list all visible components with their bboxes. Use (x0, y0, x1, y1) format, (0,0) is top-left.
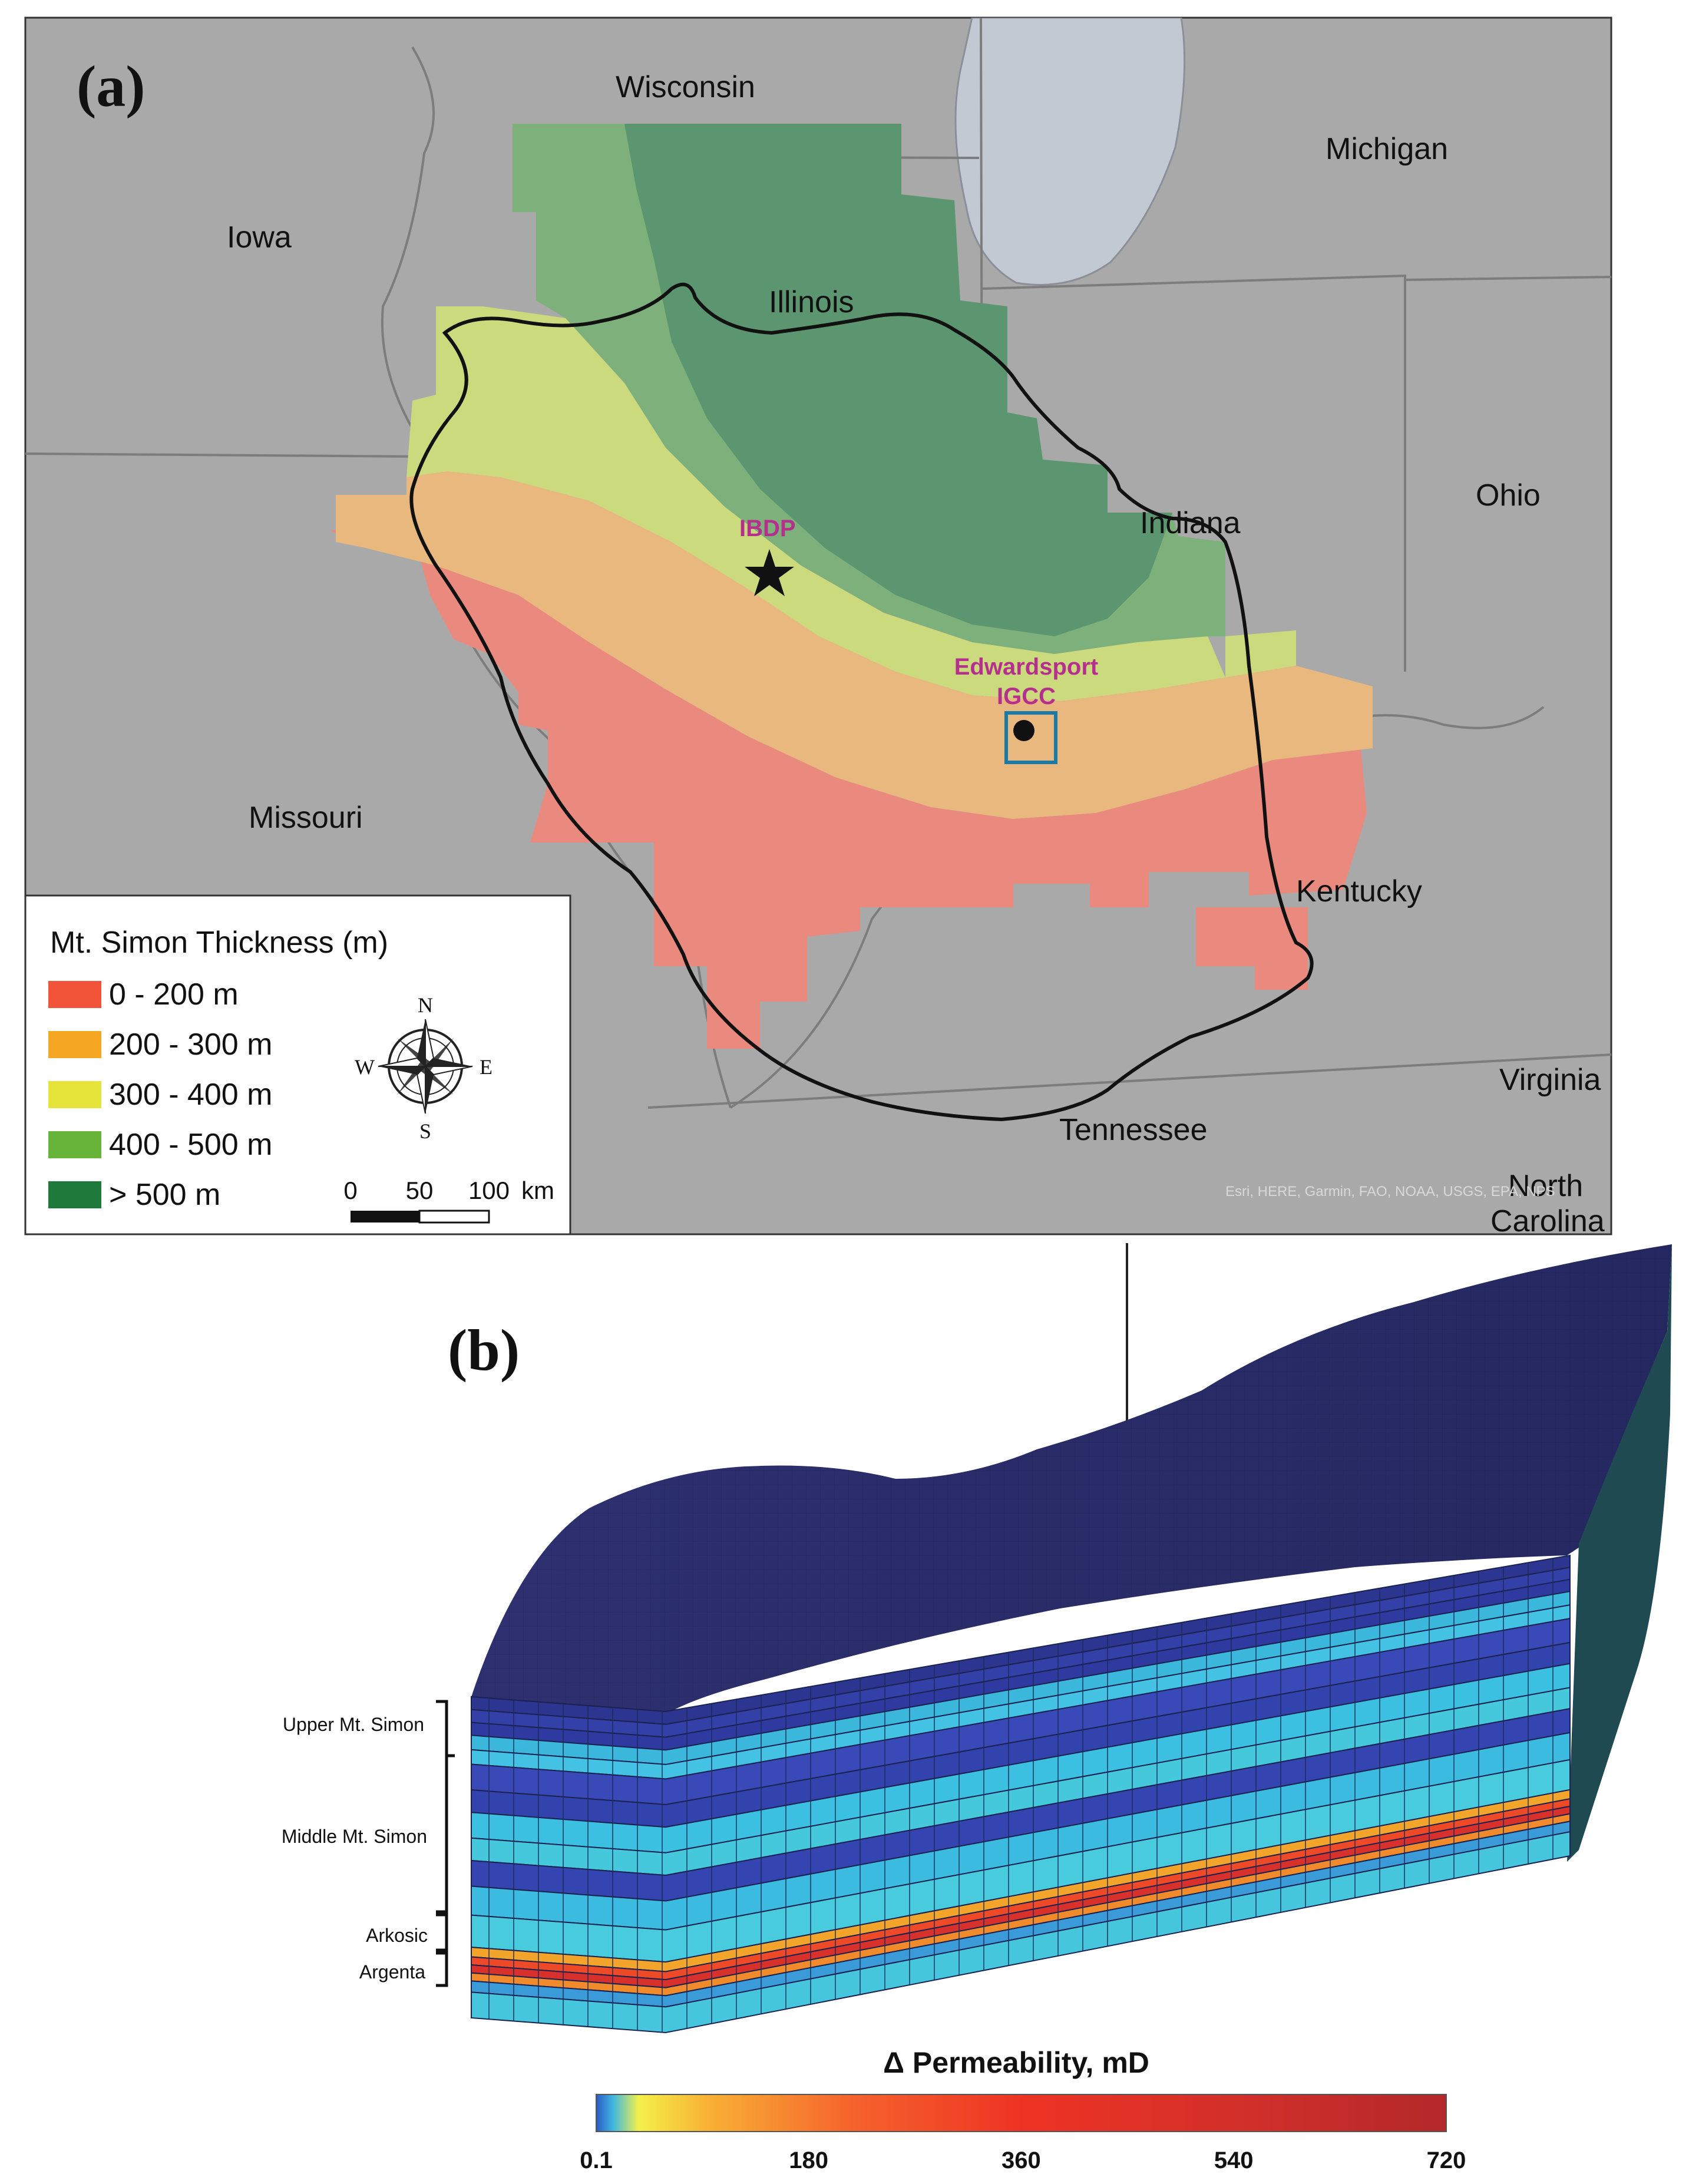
layer-brackets (436, 1700, 455, 1987)
label-north-carolina-1: North (1508, 1169, 1583, 1203)
label-middle-mt-simon: Middle Mt. Simon (282, 1826, 427, 1847)
edwardsport-site-box (1004, 711, 1057, 764)
colorbar-tick-label: 180 (789, 2147, 828, 2173)
legend-title: Mt. Simon Thickness (m) (50, 926, 388, 960)
lake-michigan (954, 18, 1186, 286)
ibdp-star-icon (745, 549, 794, 596)
label-indiana: Indiana (1140, 506, 1241, 540)
zone-over-500 (624, 124, 1172, 636)
legend-item-label: 0 - 200 m (109, 977, 239, 1012)
compass-n: N (418, 993, 433, 1017)
legend-swatch (48, 1081, 101, 1108)
colorbar-tick-label: 540 (1214, 2147, 1254, 2173)
colorbar-gradient (596, 2094, 1447, 2132)
map-legend: Mt. Simon Thickness (m) 0 - 200 m 200 - 3… (24, 894, 571, 1235)
scale-unit: km (521, 1177, 554, 1204)
legend-swatch (48, 1031, 101, 1058)
legend-item-label: > 500 m (109, 1178, 220, 1212)
legend-swatch (48, 981, 101, 1008)
label-argenta: Argenta (359, 1961, 425, 1983)
label-kentucky: Kentucky (1296, 874, 1422, 908)
scale-tick-50: 50 (406, 1177, 434, 1204)
model-front-face (471, 1554, 1571, 2034)
legend-item-label: 300 - 400 m (109, 1078, 273, 1112)
compass-w: W (355, 1055, 375, 1079)
zone-200-300 (336, 471, 1373, 819)
model-side-face (1567, 1244, 1672, 1862)
scale-tick-0: 0 (343, 1177, 357, 1204)
label-virginia: Virginia (1499, 1063, 1601, 1097)
compass-rose-icon: N S E W (355, 993, 493, 1143)
label-upper-mt-simon: Upper Mt. Simon (283, 1714, 424, 1735)
panel-a-map: (a) Wisconsin Michigan Iowa Illinois Ohi… (24, 16, 1612, 1238)
zone-300-400 (406, 306, 1225, 701)
label-tennessee: Tennessee (1059, 1113, 1208, 1147)
label-illinois: Illinois (769, 285, 854, 319)
colorbar-title: Δ Permeability, mD (883, 2046, 1149, 2079)
legend-item-label: 200 - 300 m (109, 1027, 273, 1062)
colorbar-tick-label: 0.1 (580, 2147, 613, 2173)
legend-swatch (48, 1131, 101, 1158)
label-igcc: IGCC (997, 683, 1056, 709)
compass-s: S (419, 1119, 431, 1143)
label-ohio: Ohio (1476, 478, 1541, 513)
label-michigan: Michigan (1326, 132, 1448, 166)
basemap-attribution: Esri, HERE, Garmin, FAO, NOAA, USGS, EPA… (1225, 1184, 1555, 1200)
scale-bar: 0 50 100 km (343, 1177, 554, 1224)
colorbar-tick-label: 360 (1001, 2147, 1041, 2173)
label-edwardsport: Edwardsport (954, 654, 1098, 680)
colorbar-tick-label: 720 (1427, 2147, 1466, 2173)
compass-e: E (480, 1055, 493, 1079)
label-arkosic: Arkosic (366, 1925, 428, 1946)
scale-tick-100: 100 (468, 1177, 510, 1204)
legend-swatch (48, 1181, 101, 1208)
zone-0-200 (330, 530, 1367, 1025)
label-wisconsin: Wisconsin (616, 70, 755, 104)
illinois-basin-outline (409, 282, 1314, 1122)
model-layer (471, 1831, 1571, 2034)
label-missouri: Missouri (249, 801, 363, 835)
panel-b-model: (b) Upper Mt. Simon Middle Mt. Simon Ark… (282, 1243, 1672, 2173)
permeability-colorbar: Δ Permeability, mD 0.1 180 360 540 720 (580, 2046, 1466, 2173)
legend-item-label: 400 - 500 m (109, 1128, 273, 1162)
panel-b-label: (b) (448, 1317, 520, 1383)
panel-a-label: (a) (77, 54, 146, 119)
label-iowa: Iowa (227, 220, 292, 255)
edwardsport-dot-icon (1013, 720, 1034, 741)
label-north-carolina-2: Carolina (1490, 1204, 1605, 1238)
label-ibdp: IBDP (739, 516, 796, 541)
